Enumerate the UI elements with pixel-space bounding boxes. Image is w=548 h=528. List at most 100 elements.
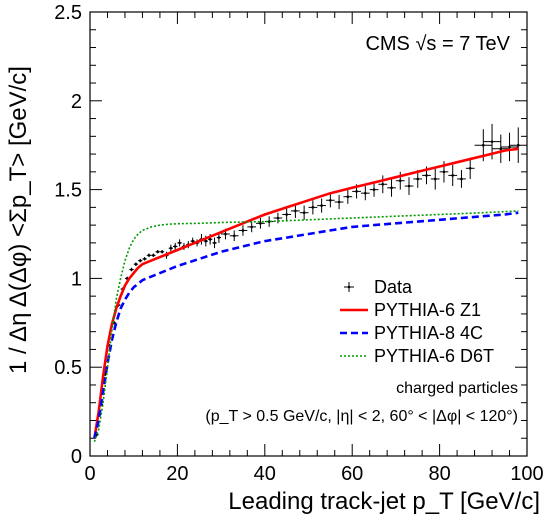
- data-point: [133, 262, 139, 266]
- legend-label-1: PYTHIA-8 4C: [374, 323, 483, 343]
- data-point: [173, 242, 178, 250]
- data-point-marker: [460, 177, 463, 181]
- data-point: [146, 253, 152, 258]
- series-line-0: [93, 147, 519, 439]
- legend-label-2: PYTHIA-6 D6T: [374, 346, 494, 366]
- data-point-marker: [169, 246, 173, 250]
- legend-label-data: Data: [374, 277, 413, 297]
- data-point-marker: [337, 200, 341, 204]
- data-point-marker: [390, 186, 393, 190]
- data-point: [369, 182, 379, 197]
- data-point-marker: [134, 262, 138, 266]
- data-point: [430, 168, 440, 190]
- y-tick-label: 0.5: [54, 357, 82, 379]
- y-tick-label: 1: [71, 268, 82, 290]
- data-point-marker: [482, 143, 485, 147]
- data-point: [212, 237, 217, 249]
- data-point: [308, 200, 318, 215]
- data-point: [247, 221, 257, 233]
- data-point: [334, 194, 344, 210]
- data-point: [138, 258, 143, 263]
- data-point: [343, 189, 353, 204]
- data-point-marker: [346, 195, 350, 199]
- data-point: [151, 253, 156, 258]
- data-point: [360, 186, 370, 201]
- series-layer: [93, 147, 519, 443]
- plot-frame: [89, 11, 528, 457]
- data-point-marker: [173, 245, 177, 248]
- data-point: [325, 193, 335, 208]
- data-point-marker: [147, 254, 151, 257]
- data-point-marker: [224, 232, 227, 236]
- x-tick-label: 60: [341, 463, 363, 485]
- data-point: [238, 225, 248, 236]
- data-point: [509, 127, 527, 163]
- label-layer: 0 20 40 60 80 100 0 0.5 1 1.5 2 2.5: [54, 2, 544, 485]
- data-point-marker: [250, 225, 253, 229]
- data-point-marker: [294, 209, 297, 213]
- data-point-marker: [490, 140, 494, 143]
- data-point: [142, 257, 147, 261]
- data-point-marker: [451, 174, 455, 177]
- data-point: [168, 244, 174, 252]
- data-point: [457, 170, 466, 188]
- legend-entry-data: Data: [344, 277, 413, 297]
- data-point: [155, 249, 160, 254]
- x-axis-title: Leading track-jet p_T [GeV/c]: [228, 488, 540, 515]
- data-point-marker: [468, 166, 472, 170]
- data-point-marker: [442, 170, 446, 174]
- x-tick-label: 100: [510, 463, 543, 485]
- data-point: [256, 218, 265, 229]
- data-point: [159, 249, 165, 254]
- data-point-marker: [320, 204, 323, 207]
- data-point-marker: [130, 268, 133, 271]
- legend: Data PYTHIA-6 Z1 PYTHIA-8 4C PYTHIA-6 D6T: [340, 277, 494, 366]
- data-point: [500, 132, 519, 162]
- data-point: [229, 230, 239, 242]
- data-point-marker: [508, 145, 511, 149]
- data-point: [378, 175, 388, 194]
- data-point-marker: [381, 182, 385, 186]
- data-point-marker: [516, 143, 520, 147]
- data-point: [299, 205, 309, 220]
- series-line-2: [93, 210, 519, 443]
- x-tick-label: 40: [254, 463, 276, 485]
- data-point: [465, 157, 475, 179]
- series-line-1: [93, 211, 519, 439]
- y-axis-title: 1 / Δη Δ(Δφ) <Σp_T> [GeV/c]: [5, 66, 32, 374]
- data-point-marker: [355, 190, 358, 193]
- data-point-marker: [398, 179, 402, 183]
- y-tick-label: 0: [71, 446, 82, 468]
- data-point-marker: [138, 259, 142, 262]
- legend-entry-1: PYTHIA-8 4C: [340, 323, 483, 343]
- x-tick-label: 0: [84, 463, 95, 485]
- data-point-marker: [372, 188, 376, 191]
- data-point-marker: [425, 174, 428, 177]
- data-point-marker: [433, 177, 437, 181]
- data-point-marker: [276, 216, 280, 220]
- data-point: [291, 203, 300, 219]
- data-point-marker: [152, 254, 155, 257]
- data-point-marker: [232, 234, 236, 238]
- legend-entry-0: PYTHIA-6 Z1: [340, 300, 481, 320]
- data-point: [317, 198, 326, 213]
- data-point-marker: [407, 184, 411, 188]
- data-point: [177, 239, 182, 247]
- data-point-marker: [204, 239, 208, 243]
- data-point-marker: [259, 222, 262, 225]
- annotation-charged: charged particles: [396, 380, 518, 397]
- y-tick-label: 2.5: [54, 2, 82, 24]
- data-point-marker: [416, 177, 420, 181]
- y-tick-label: 2: [71, 91, 82, 113]
- data-point-marker: [208, 238, 212, 241]
- data-point-marker: [160, 250, 164, 254]
- data-point-marker: [364, 191, 367, 195]
- data-point-marker: [311, 206, 315, 209]
- annotation-cuts: (p_T > 0.5 GeV/c, |η| < 2, 60° < |Δφ| < …: [205, 408, 518, 425]
- data-point: [448, 164, 458, 187]
- data-point-marker: [213, 241, 216, 245]
- data-point-marker: [499, 147, 503, 151]
